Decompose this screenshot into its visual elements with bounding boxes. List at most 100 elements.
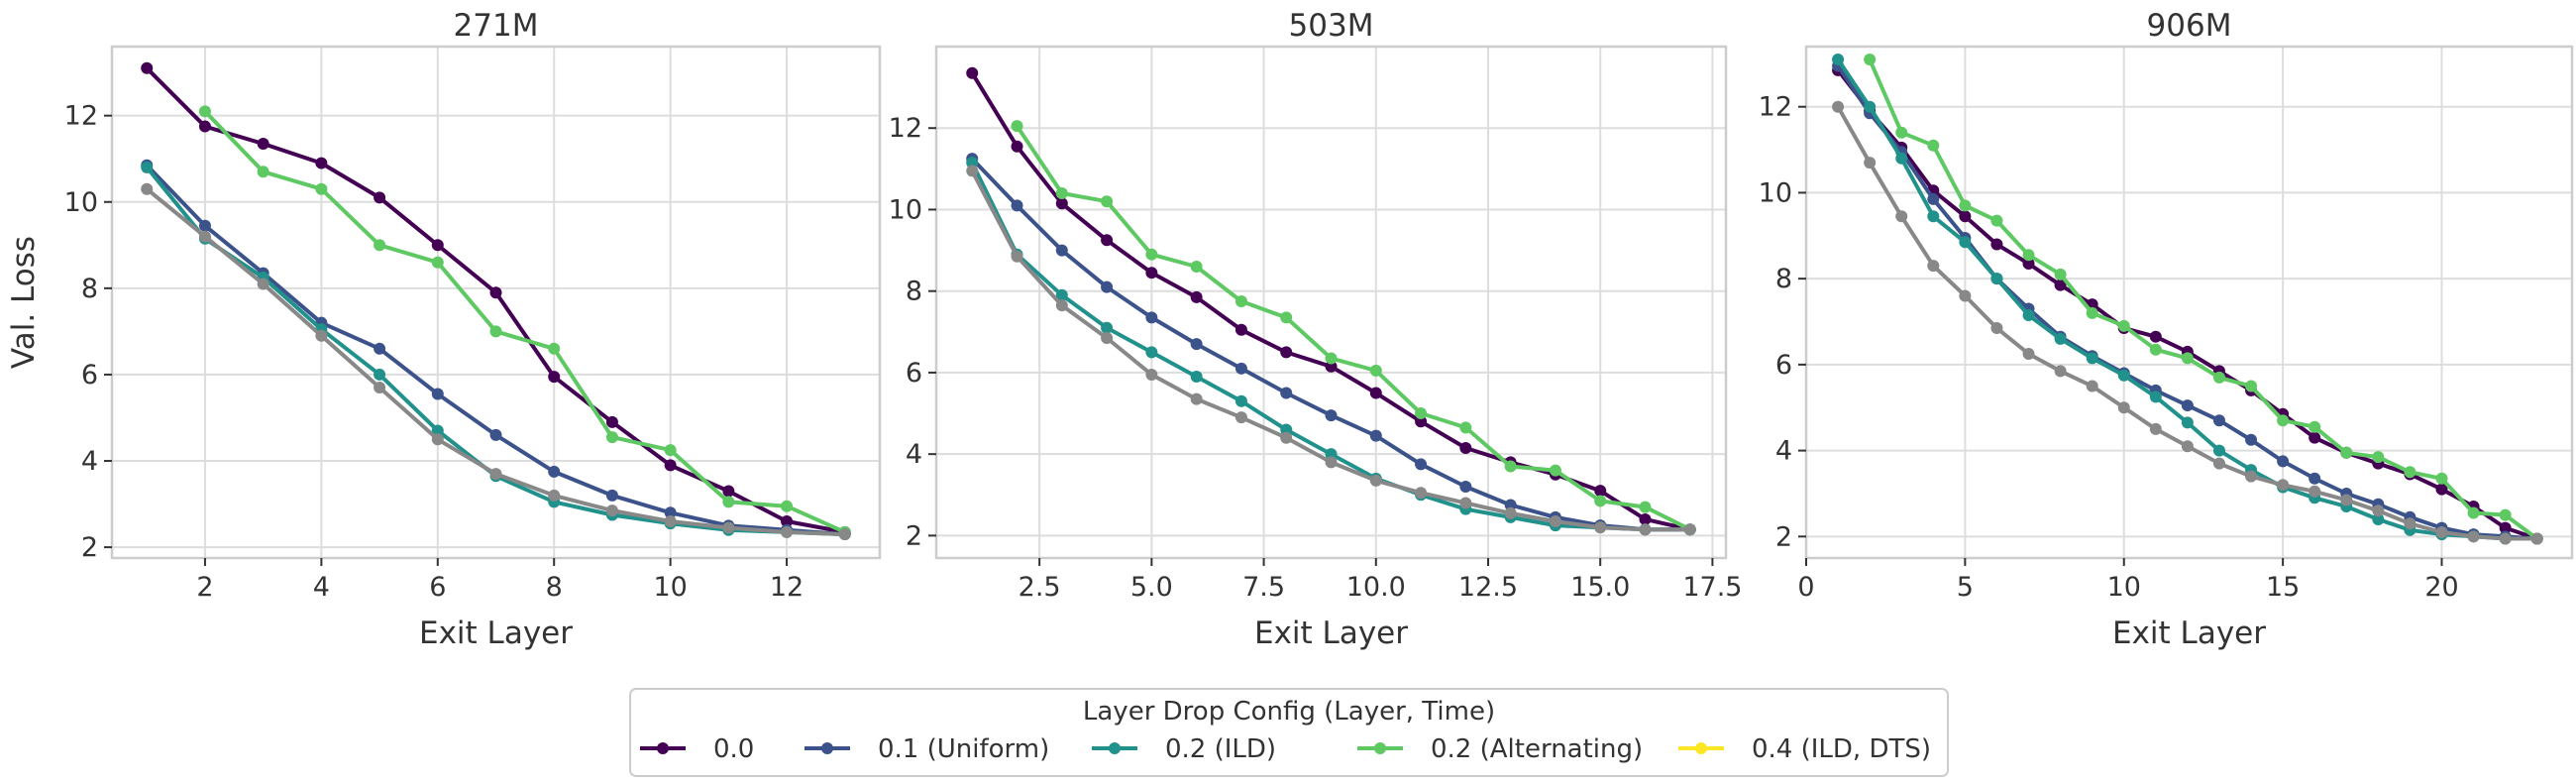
legend-marker (657, 742, 669, 754)
y-tick-label: 6 (1775, 350, 1792, 381)
data-point (1594, 495, 1607, 507)
data-point (1145, 368, 1158, 381)
x-tick-label: 5.0 (1130, 572, 1173, 603)
data-point (1459, 481, 1472, 494)
data-point (1280, 311, 1293, 324)
data-point (1234, 411, 1247, 424)
x-axis-label: Exit Layer (419, 616, 573, 651)
data-point (431, 256, 444, 269)
data-point (1011, 250, 1023, 263)
data-point (548, 465, 561, 478)
series-1 (1832, 59, 2543, 545)
data-point (605, 431, 618, 444)
data-point (2054, 332, 2067, 345)
data-point (1459, 421, 1472, 434)
series-0 (1832, 63, 2543, 545)
data-point (2086, 352, 2098, 365)
data-point (2181, 440, 2194, 453)
x-tick-label: 17.5 (1682, 572, 1742, 603)
data-point (1959, 236, 1972, 249)
data-point (141, 61, 154, 74)
legend-marker (1695, 742, 1707, 754)
series-0 (141, 61, 851, 538)
data-point (2117, 401, 2130, 414)
data-point (2467, 506, 2480, 519)
data-point (722, 485, 735, 498)
panel-3: 0 5 10 15 20 2 4 6 8 10 12 906M Exit Layer (1759, 8, 2574, 651)
data-point (1369, 387, 1382, 399)
data-point (1864, 100, 1877, 113)
legend-marker (1374, 742, 1386, 754)
series-line (1868, 58, 2538, 541)
data-point (2340, 494, 2353, 506)
data-point (489, 428, 502, 441)
data-point (315, 182, 328, 195)
panel-2: 2.5 5.0 7.5 10.0 12.5 15.0 17.5 2 4 6 8 10 12 503M Exi… (889, 8, 1743, 651)
data-point (431, 424, 444, 437)
series-4 (966, 165, 1696, 536)
y-tick-label: 6 (81, 360, 98, 391)
series-line (145, 187, 845, 537)
y-tick-label: 4 (1775, 436, 1792, 467)
data-point (2467, 530, 2480, 543)
data-point (1145, 248, 1158, 261)
data-point (2372, 512, 2385, 525)
x-tick-label: 10.0 (1346, 572, 1406, 603)
data-point (1639, 512, 1652, 525)
data-point (722, 521, 735, 534)
y-tick-label: 2 (81, 532, 98, 563)
data-point (1864, 54, 1877, 66)
data-point (489, 286, 502, 299)
data-point (2117, 369, 2130, 382)
data-point (2054, 279, 2067, 291)
data-point (2149, 391, 2162, 403)
series-2 (141, 161, 851, 541)
data-point (489, 468, 502, 481)
data-point (1234, 323, 1247, 336)
data-point (1927, 192, 1940, 205)
x-tick-label: 6 (429, 572, 446, 603)
data-point (2086, 380, 2098, 392)
data-point (664, 514, 677, 527)
data-point (257, 137, 269, 150)
data-point (1864, 157, 1877, 169)
data-point (374, 342, 386, 355)
x-tick-label: 5 (1957, 572, 1974, 603)
data-point (2149, 330, 2162, 343)
data-point (2404, 517, 2416, 530)
data-point (257, 166, 269, 178)
legend-label: 0.2 (Alternating) (1431, 734, 1643, 764)
data-point (838, 528, 851, 541)
y-tick-label: 4 (906, 439, 922, 470)
data-point (605, 489, 618, 502)
data-point (966, 157, 979, 169)
x-tick-label: 15 (2266, 572, 2300, 603)
data-point (2340, 446, 2353, 459)
data-point (1549, 514, 1561, 527)
data-point (2435, 472, 2448, 485)
data-point (2245, 380, 2258, 392)
data-point (2499, 508, 2512, 521)
data-point (1190, 290, 1203, 303)
data-point (1190, 261, 1203, 274)
data-point (1549, 464, 1561, 477)
data-point (1280, 431, 1293, 444)
plot-frame (1804, 45, 2574, 560)
series-3 (198, 105, 851, 538)
panel-title: 271M (454, 8, 539, 44)
data-point (2499, 532, 2512, 545)
y-tick-label: 6 (906, 358, 922, 389)
data-point (2149, 422, 2162, 435)
y-tick-label: 8 (1775, 264, 1792, 294)
y-tick-label: 12 (1759, 92, 1792, 123)
data-point (198, 219, 211, 232)
data-point (1325, 409, 1338, 422)
data-point (1190, 371, 1203, 384)
data-point (2022, 249, 2035, 262)
data-point (1101, 321, 1114, 334)
data-point (141, 161, 154, 173)
legend-label: 0.1 (Uniform) (878, 734, 1049, 764)
data-point (1234, 394, 1247, 407)
panel-title: 503M (1289, 8, 1374, 44)
legend-label: 0.2 (ILD) (1165, 734, 1276, 764)
